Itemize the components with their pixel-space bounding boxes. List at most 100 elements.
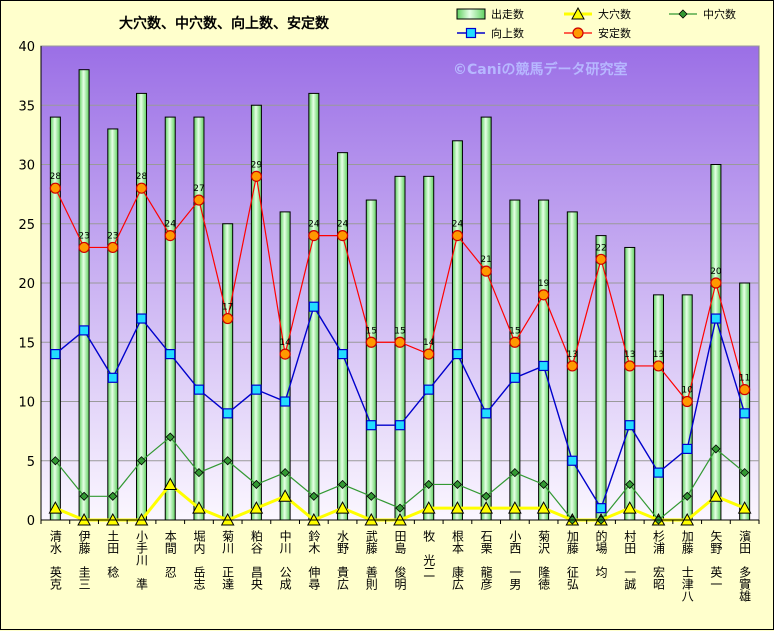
legend-marker xyxy=(571,6,585,20)
data-label: 23 xyxy=(107,231,118,241)
data-point xyxy=(222,312,234,325)
x-tick-label: 的場 均 xyxy=(594,529,608,579)
data-point xyxy=(337,349,348,360)
data-point xyxy=(452,479,463,490)
data-point xyxy=(740,468,750,478)
data-label: 24 xyxy=(165,220,177,230)
data-point xyxy=(309,491,319,501)
data-point xyxy=(653,467,664,478)
data-point xyxy=(737,501,752,514)
x-tick-label: 伊藤 圭三 xyxy=(77,530,91,590)
watermark-text: ©Caniの競馬データ研究室 xyxy=(453,61,628,78)
data-point xyxy=(624,360,636,372)
x-tick-label: 加藤 征弘 xyxy=(565,530,579,590)
data-point xyxy=(135,182,148,194)
data-point xyxy=(510,468,520,478)
x-tick-label: 中川 公成 xyxy=(278,529,292,591)
bar xyxy=(365,199,377,521)
y-tick-label: 20 xyxy=(18,277,35,292)
data-point xyxy=(108,491,118,501)
bar xyxy=(78,69,90,521)
data-point xyxy=(394,336,406,348)
x-tick-label: 土田 稔 xyxy=(106,530,120,579)
data-label: 13 xyxy=(624,350,635,360)
data-point xyxy=(739,408,750,419)
data-point xyxy=(537,289,550,301)
data-point xyxy=(308,230,320,242)
bar xyxy=(107,128,119,521)
legend-entry: 安定数 xyxy=(564,26,631,40)
bar xyxy=(595,235,607,521)
x-tick-label: 堀内 岳志 xyxy=(192,529,206,590)
x-tick-label: 濱田 多實雄 xyxy=(738,530,752,602)
x-tick-label: 鈴木 伸尋 xyxy=(307,529,321,590)
data-point xyxy=(192,501,206,514)
data-point xyxy=(164,230,176,242)
legend-label: 出走数 xyxy=(491,7,524,21)
bar xyxy=(538,199,550,521)
data-point xyxy=(509,336,521,348)
bar xyxy=(624,246,636,521)
data-point xyxy=(279,348,291,360)
legend-marker xyxy=(465,27,477,39)
data-label: 13 xyxy=(567,350,578,360)
data-label: 22 xyxy=(595,243,606,253)
bar xyxy=(193,116,205,521)
data-point xyxy=(280,396,291,407)
data-point xyxy=(710,277,722,289)
data-point xyxy=(395,503,405,513)
x-tick-label: 粕谷 昌央 xyxy=(249,529,263,590)
bar xyxy=(222,223,234,521)
data-point xyxy=(366,491,376,501)
x-tick-label: 石栗 龍彦 xyxy=(479,530,493,591)
data-point xyxy=(711,444,721,454)
data-point xyxy=(79,491,89,501)
data-label: 14 xyxy=(423,338,435,348)
data-point xyxy=(308,301,319,312)
y-tick-label: 30 xyxy=(18,159,35,174)
data-point xyxy=(251,384,262,395)
data-point xyxy=(682,491,692,501)
x-tick-label: 加藤 士津八 xyxy=(680,530,694,602)
data-point xyxy=(50,349,61,360)
data-point xyxy=(194,468,204,478)
data-point xyxy=(538,360,549,372)
data-point xyxy=(508,501,522,514)
legend-label: 向上数 xyxy=(491,26,524,40)
data-point xyxy=(622,501,637,514)
data-point xyxy=(423,384,434,395)
data-point xyxy=(509,372,520,383)
legend-swatch xyxy=(456,8,486,20)
data-label: 28 xyxy=(50,172,62,182)
data-label: 15 xyxy=(394,326,405,336)
data-label: 24 xyxy=(452,220,464,230)
data-point xyxy=(625,479,635,490)
y-tick-label: 25 xyxy=(18,218,35,233)
bar xyxy=(480,116,492,521)
data-point xyxy=(50,456,60,466)
data-label: 15 xyxy=(366,326,377,336)
data-point xyxy=(536,501,551,514)
data-point xyxy=(163,477,178,490)
x-tick-label: 本間 忍 xyxy=(163,530,177,578)
data-point xyxy=(652,360,665,372)
bar xyxy=(451,140,463,521)
chart-title: 大穴数、中穴数、向上数、安定数 xyxy=(119,15,330,32)
legend-entry: 出走数 xyxy=(456,7,524,21)
x-tick-label: 水野 貴広 xyxy=(336,530,350,590)
data-point xyxy=(595,503,607,514)
x-tick-label: 村田 一誠 xyxy=(623,530,637,591)
x-tick-label: 菊沢 隆徳 xyxy=(537,530,551,590)
legend-entry: 大穴数 xyxy=(564,6,631,21)
data-point xyxy=(251,479,261,490)
data-point xyxy=(567,455,578,466)
bar xyxy=(681,294,693,521)
data-point xyxy=(681,395,693,408)
data-label: 24 xyxy=(308,220,320,230)
data-point xyxy=(709,489,723,502)
legend-marker xyxy=(678,9,688,19)
y-tick-label: 15 xyxy=(18,336,35,351)
data-point xyxy=(222,408,233,419)
data-label: 20 xyxy=(710,267,722,277)
